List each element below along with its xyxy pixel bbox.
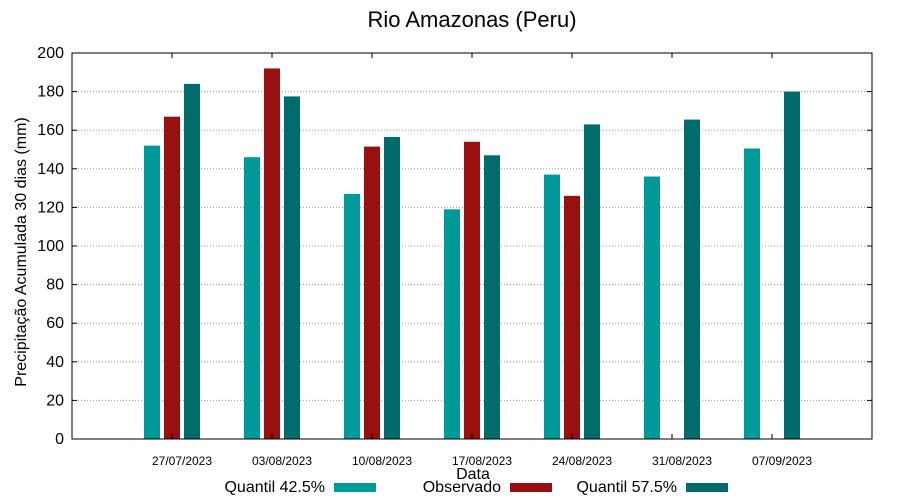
x-tick-label: 27/07/2023 (152, 454, 212, 468)
bar-quantil-42 (644, 176, 660, 439)
bar-observado (364, 146, 380, 440)
bar-quantil-42 (244, 157, 260, 439)
legend-label: Observado (423, 479, 501, 496)
bar-observado (464, 141, 480, 439)
x-ticks: 27/07/2023 03/08/2023 10/08/2023 17/08/2023… (152, 53, 812, 468)
bar-quantil-42 (344, 193, 360, 439)
x-tick-label: 07/09/2023 (752, 454, 812, 468)
y-tick-label: 40 (46, 354, 64, 371)
bar-observado (164, 116, 180, 439)
bar-quantil-42 (144, 145, 160, 439)
bar-quantil-42 (444, 209, 460, 439)
y-tick-label: 180 (37, 84, 64, 101)
y-tick-label: 20 (46, 392, 64, 409)
legend-swatch (510, 483, 552, 492)
x-axis-label: Data (456, 466, 490, 483)
x-tick-label: 24/08/2023 (552, 454, 612, 468)
bars (144, 68, 800, 440)
y-tick-label: 200 (37, 45, 64, 62)
x-tick-label: 31/08/2023 (652, 454, 712, 468)
bar-quantil-42 (744, 148, 760, 439)
y-axis-label: Precipitação Acumulada 30 dias (mm) (13, 117, 30, 386)
y-tick-label: 80 (46, 277, 64, 294)
bar-quantil-57 (784, 91, 800, 439)
y-tick-label: 60 (46, 315, 64, 332)
bar-quantil-57 (484, 155, 500, 440)
legend-swatch (686, 483, 728, 492)
legend-label: Quantil 57.5% (576, 479, 677, 496)
bar-quantil-57 (584, 124, 600, 439)
bar-quantil-42 (544, 174, 560, 439)
bar-quantil-57 (284, 96, 300, 440)
y-tick-label: 100 (37, 238, 64, 255)
bar-quantil-57 (184, 83, 200, 439)
bar-quantil-57 (684, 119, 700, 440)
bar-quantil-57 (384, 136, 400, 439)
legend: Quantil 42.5% Observado Quantil 57.5% (224, 479, 728, 496)
x-tick-label: 10/08/2023 (352, 454, 412, 468)
bar-observado (564, 195, 580, 439)
y-tick-label: 0 (55, 431, 64, 448)
x-tick-label: 03/08/2023 (252, 454, 312, 468)
x-tick-label: 17/08/2023 (452, 454, 512, 468)
y-tick-label: 120 (37, 199, 64, 216)
bar-observado (264, 68, 280, 439)
legend-swatch (334, 483, 376, 492)
y-tick-label: 160 (37, 122, 64, 139)
legend-label: Quantil 42.5% (224, 479, 325, 496)
y-tick-label: 140 (37, 161, 64, 178)
y-ticks: 0 20 40 60 80 100 120 140 160 180 200 (37, 45, 872, 448)
chart-title: Rio Amazonas (Peru) (367, 7, 576, 32)
